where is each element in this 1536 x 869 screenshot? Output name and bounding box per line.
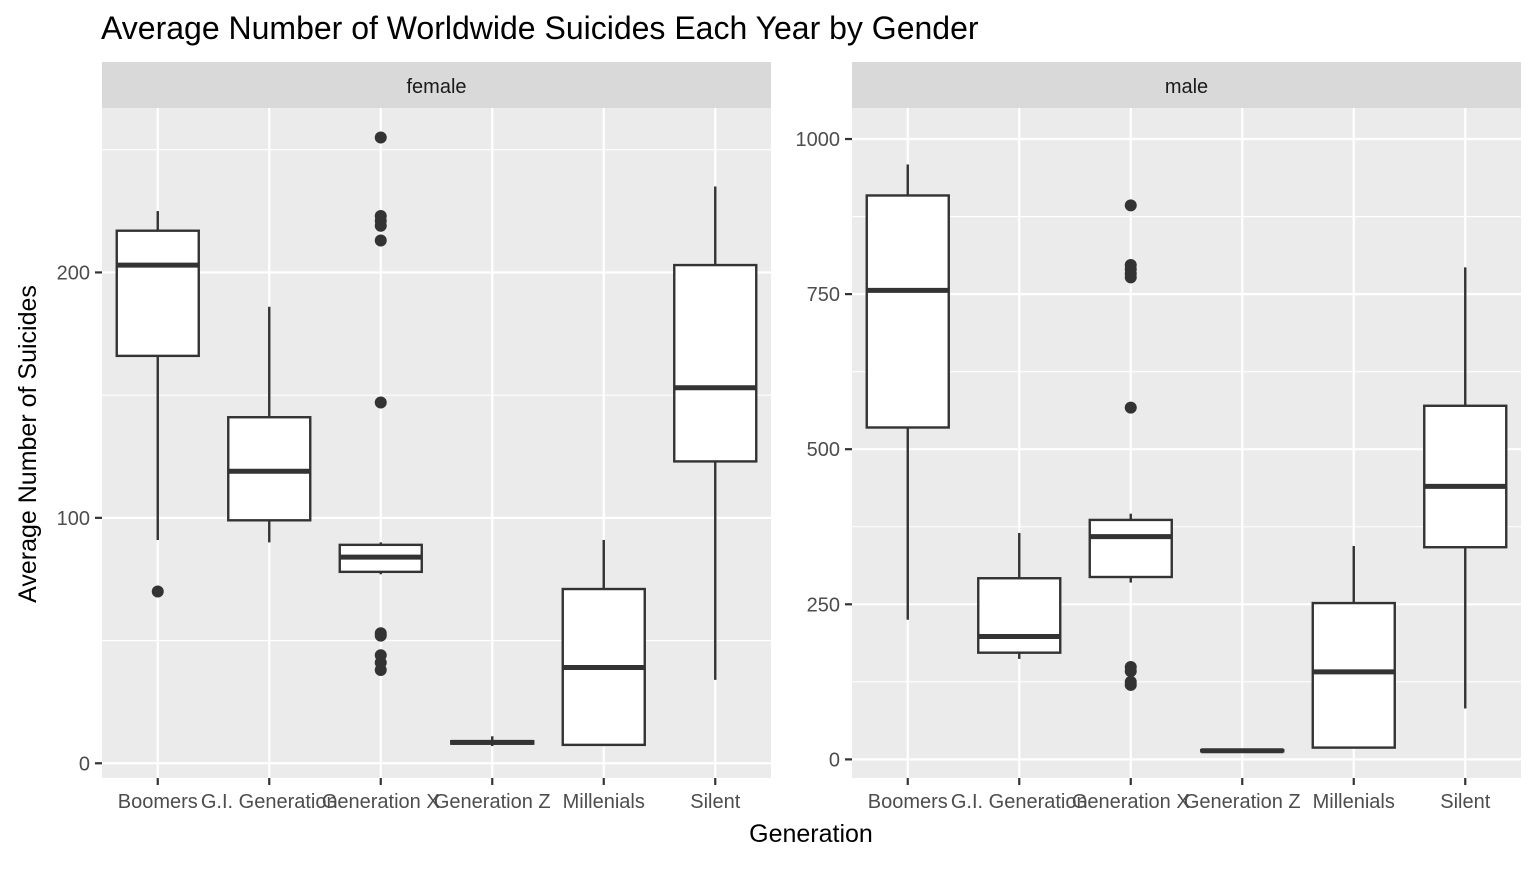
y-tick-label: 100: [57, 508, 90, 530]
y-axis-title: Average Number of Suicides: [14, 285, 42, 603]
box-male-boomers: [865, 164, 950, 620]
outlier-point: [1124, 199, 1137, 212]
y-tick-label: 750: [807, 284, 840, 306]
box-female-generation-x: [338, 131, 423, 677]
x-tick-label: G.I. Generation: [201, 791, 338, 813]
x-tick-label: Generation Z: [434, 791, 551, 813]
facet-strip-label-female: female: [406, 76, 466, 98]
outlier-point: [374, 396, 387, 409]
x-tick-label: Millenials: [1313, 791, 1395, 813]
y-tick-label: 1000: [796, 129, 841, 151]
box-iqr: [673, 263, 758, 463]
outlier-point: [374, 664, 387, 677]
box-iqr: [1311, 601, 1396, 749]
box-male-silent: [1423, 267, 1508, 709]
y-tick-label: 250: [807, 594, 840, 616]
box-iqr: [865, 194, 950, 429]
box-iqr: [1423, 404, 1508, 549]
outlier-point: [374, 131, 387, 144]
box-female-g-i-generation: [227, 306, 312, 543]
facet-strip-male: [852, 62, 1521, 108]
panel-background-male: [852, 108, 1521, 778]
box-male-g-i-generation: [977, 532, 1062, 659]
x-tick-label: Generation X: [322, 791, 440, 813]
x-tick-label: Generation X: [1072, 791, 1190, 813]
facet-strip-label-male: male: [1165, 76, 1208, 98]
box-male-generation-x: [1088, 199, 1173, 691]
outlier-point: [374, 219, 387, 232]
box-female-generation-z: [450, 736, 535, 747]
y-tick-label: 0: [829, 749, 840, 771]
box-male-millenials: [1311, 545, 1396, 749]
x-tick-label: Boomers: [868, 791, 948, 813]
x-tick-label: Boomers: [118, 791, 198, 813]
facet-male: male 0 250 500 750 1000 Boomers G.I. Generation…: [796, 62, 1521, 813]
box-male-generation-z: [1200, 748, 1285, 754]
y-tick-label: 500: [807, 439, 840, 461]
box-female-boomers: [115, 211, 200, 598]
panel-background-female: [102, 108, 771, 778]
x-tick-label: Millenials: [563, 791, 645, 813]
box-iqr: [1088, 518, 1173, 579]
outlier-point: [151, 585, 164, 598]
box-female-silent: [673, 186, 758, 680]
outlier-point: [1124, 271, 1137, 284]
x-axis-title: Generation: [749, 820, 873, 848]
outlier-point: [1124, 665, 1137, 678]
x-tick-label: Silent: [1440, 791, 1490, 813]
chart-title: Average Number of Worldwide Suicides Eac…: [101, 10, 979, 46]
x-tick-label: G.I. Generation: [951, 791, 1088, 813]
y-tick-label: 200: [57, 262, 90, 284]
box-female-millenials: [561, 539, 646, 747]
x-tick-label: Silent: [690, 791, 740, 813]
x-tick-label: Generation Z: [1184, 791, 1301, 813]
outlier-point: [374, 629, 387, 642]
outlier-point: [374, 234, 387, 247]
y-tick-label: 0: [79, 753, 90, 775]
outlier-point: [1124, 401, 1137, 414]
box-iqr: [977, 577, 1062, 654]
box-iqr: [115, 229, 200, 358]
facet-strip-female: [102, 62, 771, 108]
outlier-point: [1124, 678, 1137, 691]
